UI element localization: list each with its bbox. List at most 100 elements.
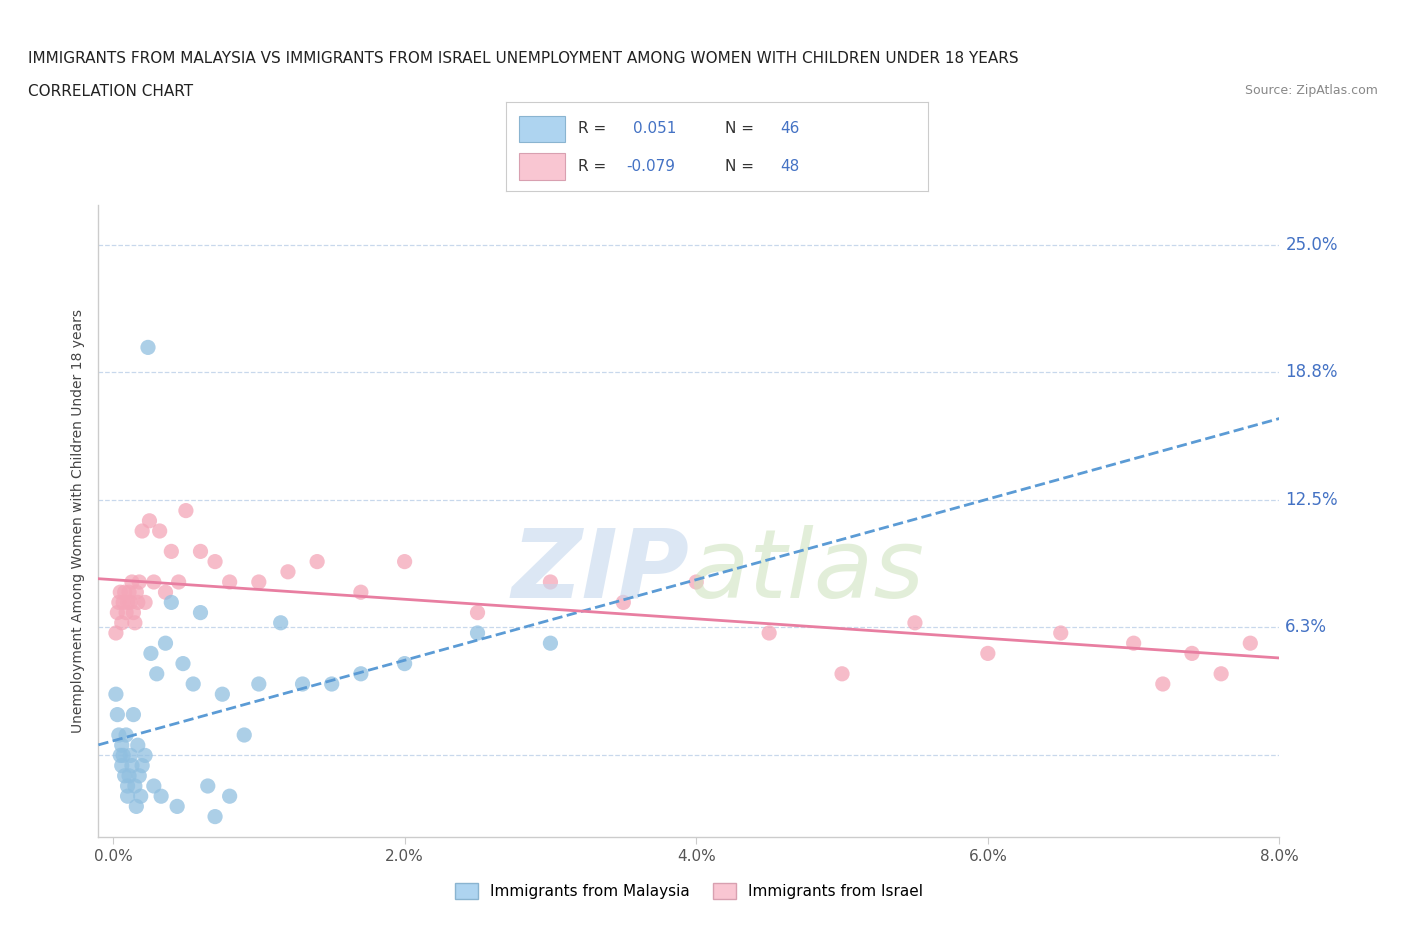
Point: [128, 575, 150, 590]
Point: [190, 605, 212, 620]
Point: [142, 575, 165, 590]
Point: [138, 513, 160, 528]
Point: [104, 626, 127, 641]
Point: [160, 595, 183, 610]
Point: [111, 616, 134, 631]
Text: R =: R =: [578, 159, 606, 174]
Point: [166, 799, 188, 814]
Text: Source: ZipAtlas.com: Source: ZipAtlas.com: [1244, 84, 1378, 97]
Point: [218, 575, 240, 590]
Point: [108, 727, 131, 742]
Point: [1181, 646, 1204, 661]
Point: [142, 778, 165, 793]
Point: [149, 524, 172, 538]
Point: [110, 585, 132, 600]
Point: [128, 768, 150, 783]
Point: [122, 707, 145, 722]
Point: [538, 636, 561, 651]
Point: [291, 676, 314, 691]
Point: [758, 626, 780, 641]
Point: [124, 616, 146, 631]
Point: [1211, 667, 1233, 682]
Point: [904, 616, 927, 631]
Point: [129, 789, 152, 804]
Point: [105, 605, 128, 620]
Text: IMMIGRANTS FROM MALAYSIA VS IMMIGRANTS FROM ISRAEL UNEMPLOYMENT AMONG WOMEN WITH: IMMIGRANTS FROM MALAYSIA VS IMMIGRANTS F…: [28, 51, 1019, 66]
Point: [112, 748, 135, 763]
Point: [247, 575, 270, 590]
Point: [114, 768, 136, 783]
Point: [131, 524, 153, 538]
Point: [174, 503, 197, 518]
FancyBboxPatch shape: [519, 115, 565, 142]
Point: [1049, 626, 1071, 641]
Point: [270, 616, 292, 631]
Point: [115, 727, 138, 742]
Text: 18.8%: 18.8%: [1285, 363, 1339, 381]
Point: [167, 575, 190, 590]
Point: [467, 605, 489, 620]
Point: [538, 575, 561, 590]
Text: ZIP: ZIP: [510, 525, 689, 618]
Point: [685, 575, 707, 590]
Point: [1122, 636, 1144, 651]
Text: 6.3%: 6.3%: [1285, 618, 1327, 636]
Text: 0.051: 0.051: [633, 121, 676, 136]
Point: [108, 595, 131, 610]
Point: [115, 605, 138, 620]
Point: [121, 575, 143, 590]
Point: [350, 667, 373, 682]
Point: [110, 748, 132, 763]
Point: [197, 778, 219, 793]
Text: R =: R =: [578, 121, 606, 136]
Point: [145, 667, 167, 682]
Point: [104, 686, 127, 701]
Point: [112, 595, 135, 610]
Point: [1152, 676, 1174, 691]
Point: [394, 554, 416, 569]
Y-axis label: Unemployment Among Women with Children Under 18 years: Unemployment Among Women with Children U…: [72, 309, 86, 733]
Point: [125, 799, 148, 814]
Point: [117, 789, 139, 804]
Point: [120, 595, 142, 610]
Point: [831, 667, 853, 682]
Point: [124, 778, 146, 793]
Point: [350, 585, 373, 600]
Point: [1239, 636, 1261, 651]
Text: 48: 48: [780, 159, 800, 174]
Text: 12.5%: 12.5%: [1285, 491, 1339, 510]
Point: [127, 737, 149, 752]
Point: [117, 595, 139, 610]
Point: [111, 737, 134, 752]
Point: [122, 605, 145, 620]
Point: [127, 595, 149, 610]
Point: [139, 646, 162, 661]
Point: [160, 544, 183, 559]
Point: [467, 626, 489, 641]
Point: [150, 789, 173, 804]
Text: CORRELATION CHART: CORRELATION CHART: [28, 84, 193, 99]
Point: [111, 758, 134, 773]
Point: [394, 657, 416, 671]
Point: [218, 789, 240, 804]
Point: [977, 646, 1000, 661]
Point: [136, 340, 159, 355]
Point: [247, 676, 270, 691]
Point: [118, 768, 141, 783]
Point: [155, 636, 177, 651]
Point: [131, 758, 153, 773]
Point: [211, 686, 233, 701]
Text: -0.079: -0.079: [626, 159, 675, 174]
Legend: Immigrants from Malaysia, Immigrants from Israel: Immigrants from Malaysia, Immigrants fro…: [449, 877, 929, 905]
Point: [114, 585, 136, 600]
Point: [172, 657, 194, 671]
Point: [120, 748, 142, 763]
Point: [204, 554, 226, 569]
Point: [277, 565, 299, 579]
Point: [190, 544, 212, 559]
Point: [307, 554, 329, 569]
Point: [134, 595, 156, 610]
Point: [105, 707, 128, 722]
Point: [125, 585, 148, 600]
Point: [612, 595, 634, 610]
